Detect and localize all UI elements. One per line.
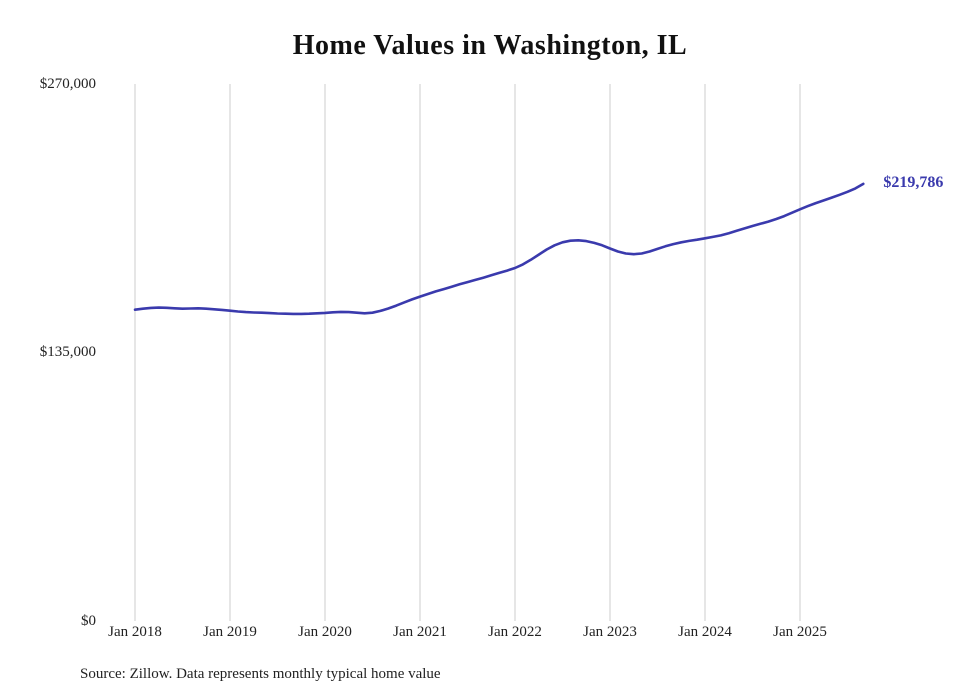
- y-axis-tick-135000: $135,000: [39, 344, 96, 360]
- x-axis-tick-jan-2019: Jan 2019: [203, 624, 257, 640]
- chart-title: Home Values in Washington, IL: [292, 30, 688, 61]
- y-axis-tick-270000: $270,000: [39, 76, 96, 92]
- home-value-line: [133, 182, 865, 316]
- x-axis-tick-jan-2020: Jan 2020: [298, 624, 352, 640]
- x-axis-tick-jan-2023: Jan 2023: [583, 624, 637, 640]
- x-axis-tick-jan-2025: Jan 2025: [773, 624, 827, 640]
- y-axis-tick-0: $0: [81, 613, 96, 629]
- x-axis-tick-jan-2022: Jan 2022: [488, 624, 542, 640]
- source-note: Source: Zillow. Data represents monthly …: [80, 666, 441, 682]
- x-axis-tick-jan-2024: Jan 2024: [678, 624, 732, 640]
- end-value-label: $219,786: [883, 173, 944, 191]
- x-axis-tick-jan-2018: Jan 2018: [108, 624, 162, 640]
- x-axis-tick-jan-2021: Jan 2021: [393, 624, 447, 640]
